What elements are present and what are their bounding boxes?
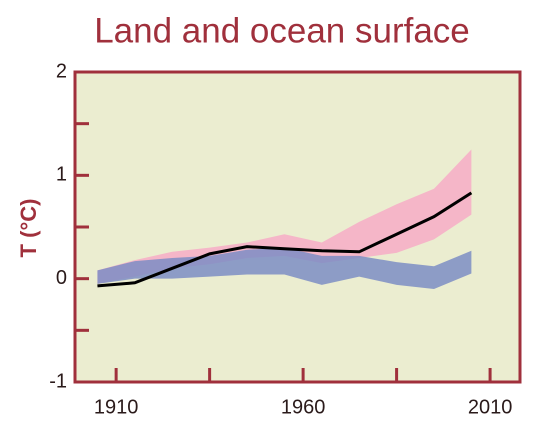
x-tick-label: 2010 [468, 396, 513, 418]
x-tick-label: 1960 [281, 396, 326, 418]
band [97, 149, 472, 284]
chart-title: Land and ocean surface [94, 11, 470, 50]
x-tick-label: 1910 [94, 396, 139, 418]
y-axis-label: T (°C) [16, 199, 41, 258]
line [97, 191, 473, 288]
y-tick-label: 2 [56, 60, 67, 82]
y-tick-label: 0 [56, 267, 67, 289]
band [97, 247, 472, 289]
plot-area [75, 72, 520, 382]
y-tick-label: -1 [49, 370, 67, 392]
y-tick-label: 1 [56, 164, 67, 186]
